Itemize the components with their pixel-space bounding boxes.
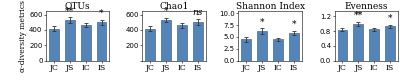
- Text: *: *: [99, 9, 104, 18]
- Bar: [385, 26, 395, 61]
- Bar: [241, 39, 251, 61]
- Text: **: **: [354, 11, 363, 20]
- Title: Evenness: Evenness: [344, 2, 388, 11]
- Title: OTUs: OTUs: [65, 2, 90, 11]
- Text: *: *: [164, 7, 168, 16]
- Bar: [145, 29, 155, 61]
- Text: *: *: [260, 17, 264, 26]
- Bar: [354, 24, 363, 61]
- Y-axis label: α-diversity metrics: α-diversity metrics: [19, 0, 27, 72]
- Bar: [96, 22, 106, 61]
- Text: *: *: [292, 20, 296, 29]
- Bar: [193, 22, 203, 61]
- Bar: [273, 39, 283, 61]
- Text: *: *: [388, 14, 392, 23]
- Bar: [338, 30, 348, 61]
- Text: **: **: [65, 6, 74, 15]
- Bar: [65, 20, 75, 61]
- Text: ns: ns: [192, 8, 203, 17]
- Bar: [177, 25, 187, 61]
- Bar: [257, 31, 267, 61]
- Bar: [289, 33, 299, 61]
- Bar: [81, 25, 90, 61]
- Bar: [161, 20, 171, 61]
- Title: Shannon Index: Shannon Index: [236, 2, 305, 11]
- Bar: [49, 29, 59, 61]
- Bar: [369, 29, 379, 61]
- Title: Chao1: Chao1: [159, 2, 188, 11]
